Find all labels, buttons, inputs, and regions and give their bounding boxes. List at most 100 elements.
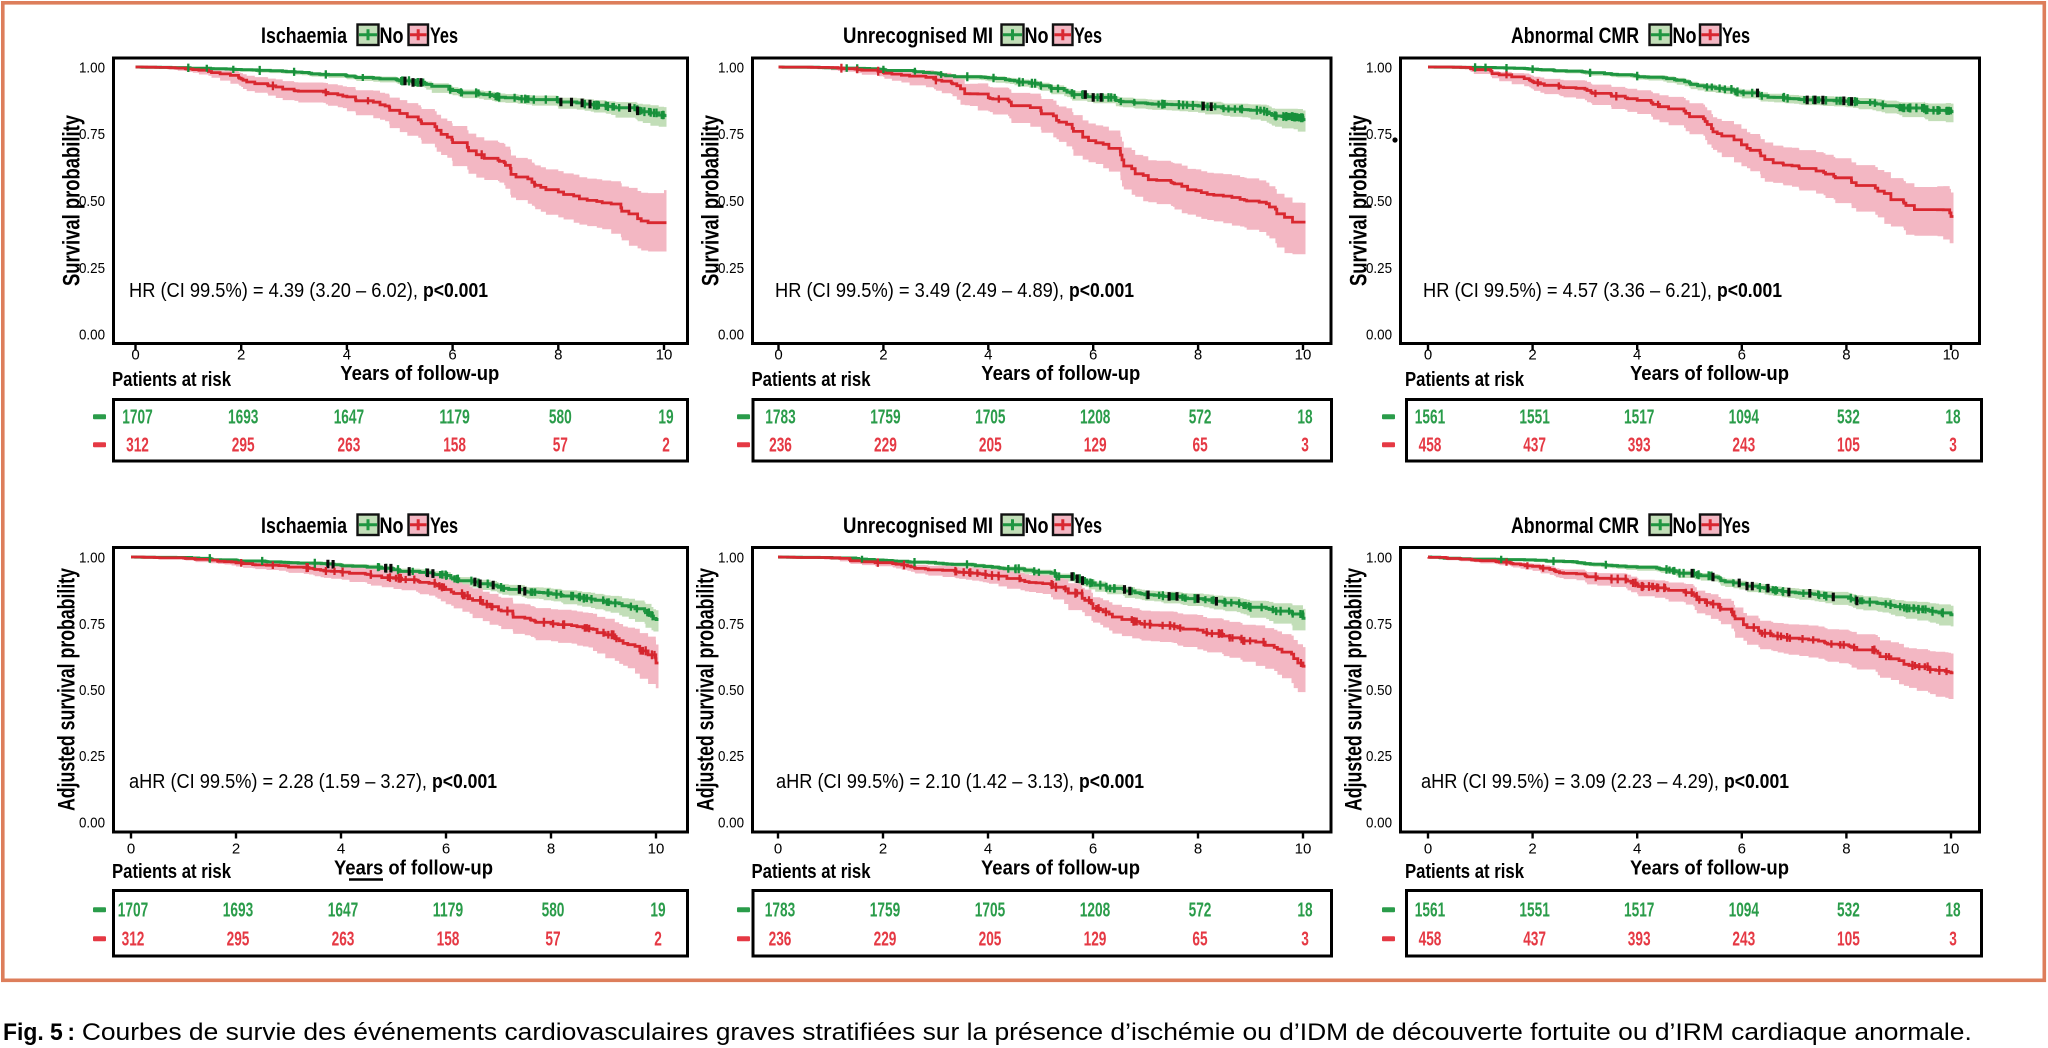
svg-text:19: 19 — [658, 407, 673, 429]
svg-text:0.00: 0.00 — [718, 815, 744, 832]
svg-text:1707: 1707 — [118, 900, 148, 922]
svg-text:1.00: 1.00 — [718, 550, 744, 567]
svg-text:Survival probability: Survival probability — [1346, 115, 1373, 286]
svg-text:4: 4 — [1633, 347, 1641, 364]
svg-text:Patients at risk: Patients at risk — [112, 369, 232, 391]
svg-text:532: 532 — [1837, 407, 1860, 429]
svg-text:0: 0 — [131, 347, 139, 364]
svg-text:0.50: 0.50 — [1366, 193, 1392, 210]
svg-text:1759: 1759 — [870, 407, 900, 429]
svg-text:6: 6 — [448, 347, 456, 364]
svg-text:1707: 1707 — [122, 407, 152, 429]
svg-text:3: 3 — [1301, 929, 1309, 951]
svg-text:6: 6 — [1738, 841, 1746, 858]
svg-text:Adjusted survival probability: Adjusted survival probability — [1341, 568, 1368, 811]
svg-text:2: 2 — [1528, 841, 1536, 858]
svg-text:437: 437 — [1523, 435, 1546, 457]
svg-text:0.00: 0.00 — [79, 815, 105, 832]
svg-text:0.50: 0.50 — [79, 193, 105, 210]
svg-text:3: 3 — [1949, 929, 1957, 951]
svg-text:129: 129 — [1084, 435, 1107, 457]
svg-text:1693: 1693 — [228, 407, 258, 429]
svg-text:1179: 1179 — [439, 407, 469, 429]
svg-text:8: 8 — [1842, 347, 1850, 364]
svg-text:No: No — [1673, 23, 1697, 48]
svg-text:10: 10 — [1943, 347, 1960, 364]
svg-text:1094: 1094 — [1729, 407, 1760, 429]
svg-text:236: 236 — [769, 435, 792, 457]
svg-text:1783: 1783 — [765, 407, 795, 429]
svg-text:6: 6 — [1738, 347, 1746, 364]
svg-text:18: 18 — [1297, 407, 1312, 429]
svg-text:8: 8 — [554, 347, 562, 364]
svg-text:Adjusted survival probability: Adjusted survival probability — [693, 568, 720, 811]
svg-text:10: 10 — [1943, 841, 1960, 858]
svg-text:19: 19 — [650, 900, 665, 922]
svg-text:1208: 1208 — [1080, 900, 1110, 922]
svg-text:18: 18 — [1297, 900, 1312, 922]
svg-text:0: 0 — [774, 841, 782, 858]
svg-text:Unrecognised MI: Unrecognised MI — [843, 23, 993, 48]
svg-text:129: 129 — [1084, 929, 1107, 951]
svg-text:0.25: 0.25 — [1366, 748, 1392, 765]
svg-text:Yes: Yes — [1074, 23, 1102, 48]
svg-text:0.25: 0.25 — [79, 748, 105, 765]
svg-text:4: 4 — [337, 841, 345, 858]
svg-text:0.25: 0.25 — [718, 260, 744, 277]
svg-text:aHR (CI 99.5%) = 3.09 (2.23 –: aHR (CI 99.5%) = 3.09 (2.23 – 4.29), p<0… — [1421, 771, 1789, 793]
svg-text:1.00: 1.00 — [1366, 550, 1392, 567]
svg-text:1.00: 1.00 — [79, 60, 105, 77]
svg-text:6: 6 — [1089, 347, 1097, 364]
svg-text:Unrecognised MI: Unrecognised MI — [843, 513, 993, 538]
svg-text:10: 10 — [656, 347, 673, 364]
svg-text:1517: 1517 — [1624, 900, 1654, 922]
svg-text:229: 229 — [874, 929, 897, 951]
svg-text:1705: 1705 — [975, 900, 1005, 922]
svg-text:458: 458 — [1419, 929, 1442, 951]
svg-text:Years of follow-up: Years of follow-up — [981, 858, 1140, 880]
svg-text:105: 105 — [1837, 435, 1860, 457]
svg-text:1647: 1647 — [328, 900, 358, 922]
svg-text:1705: 1705 — [975, 407, 1005, 429]
svg-text:0.50: 0.50 — [1366, 682, 1392, 699]
svg-text:1783: 1783 — [765, 900, 795, 922]
svg-text:Yes: Yes — [1722, 23, 1750, 48]
svg-text:10: 10 — [1295, 347, 1312, 364]
svg-text:263: 263 — [338, 435, 361, 457]
svg-text:0.25: 0.25 — [79, 260, 105, 277]
svg-text:Yes: Yes — [1722, 513, 1750, 538]
svg-text:57: 57 — [553, 435, 568, 457]
svg-text:aHR (CI 99.5%) = 2.28 (1.59 –: aHR (CI 99.5%) = 2.28 (1.59 – 3.27), p<0… — [129, 771, 497, 793]
svg-text:Patients at risk: Patients at risk — [752, 369, 872, 391]
svg-text:8: 8 — [547, 841, 555, 858]
svg-text:Years of follow-up: Years of follow-up — [334, 858, 493, 880]
svg-text:0.50: 0.50 — [79, 682, 105, 699]
svg-text:1208: 1208 — [1080, 407, 1110, 429]
svg-text:6: 6 — [1089, 841, 1097, 858]
svg-text:10: 10 — [1295, 841, 1312, 858]
svg-text:3: 3 — [1949, 435, 1957, 457]
svg-text:Survival probability: Survival probability — [698, 115, 725, 286]
svg-text:65: 65 — [1192, 929, 1207, 951]
svg-text:2: 2 — [232, 841, 240, 858]
svg-text:158: 158 — [443, 435, 466, 457]
svg-text:295: 295 — [232, 435, 255, 457]
svg-text:0.75: 0.75 — [718, 616, 744, 633]
svg-text:1551: 1551 — [1519, 900, 1549, 922]
svg-text:Abnormal CMR: Abnormal CMR — [1511, 513, 1639, 538]
svg-text:4: 4 — [984, 841, 992, 858]
svg-text:Yes: Yes — [1074, 513, 1102, 538]
svg-text:HR (CI 99.5%) = 4.57 (3.36 – 6: HR (CI 99.5%) = 4.57 (3.36 – 6.21), p<0.… — [1423, 280, 1782, 302]
svg-text:Patients at risk: Patients at risk — [1405, 861, 1525, 883]
svg-text:236: 236 — [769, 929, 792, 951]
svg-text:580: 580 — [542, 900, 565, 922]
svg-text:No: No — [1025, 23, 1049, 48]
svg-text:0.75: 0.75 — [718, 126, 744, 143]
svg-text:Years of follow-up: Years of follow-up — [1630, 363, 1789, 385]
svg-text:229: 229 — [874, 435, 897, 457]
svg-text:1759: 1759 — [870, 900, 900, 922]
svg-text:1094: 1094 — [1729, 900, 1760, 922]
svg-text:4: 4 — [343, 347, 351, 364]
svg-text:312: 312 — [126, 435, 149, 457]
svg-text:437: 437 — [1523, 929, 1546, 951]
